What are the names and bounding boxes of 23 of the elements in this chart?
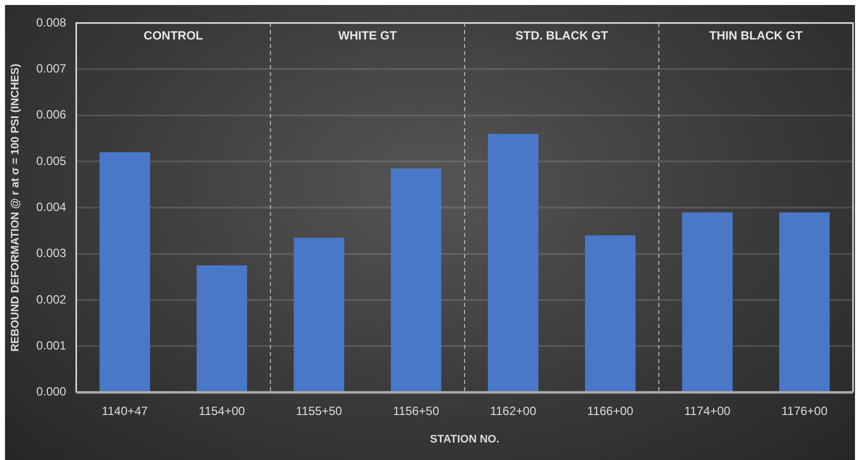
y-tick-label: 0.006 [36,108,67,122]
y-axis-title: REBOUND DEFORMATION @ r at σ = 100 PSI (INCHES) [10,63,22,352]
annotation: CONTROL [144,28,203,42]
x-tick-label: 1140+47 [102,404,148,418]
x-axis-title: STATION NO. [430,433,500,446]
x-tick-label: 1154+00 [198,404,246,418]
y-tick-label: 0.001 [36,338,67,353]
x-tick-label: 1166+00 [587,404,634,418]
x-tick-label: 1155+50 [296,404,342,418]
x-tick-label: 1162+00 [490,404,537,418]
annotation: STD. BLACK GT [515,28,609,42]
y-tick-label: 0.005 [36,154,67,168]
y-tick-label: 0.003 [36,246,67,260]
y-tick-label: 0.007 [36,61,67,76]
x-tick-label: 1156+50 [392,404,440,418]
x-tick-label: 1176+00 [781,404,828,418]
annotation: WHITE GT [338,28,398,42]
y-tick-label: 0.004 [36,200,67,214]
y-tick-label: 0.002 [36,292,67,306]
annotation: THIN BLACK GT [709,28,804,42]
y-tick-label: 0.008 [36,15,67,30]
x-tick-label: 1174+00 [684,404,731,418]
y-tick-label: 0.000 [36,384,67,399]
